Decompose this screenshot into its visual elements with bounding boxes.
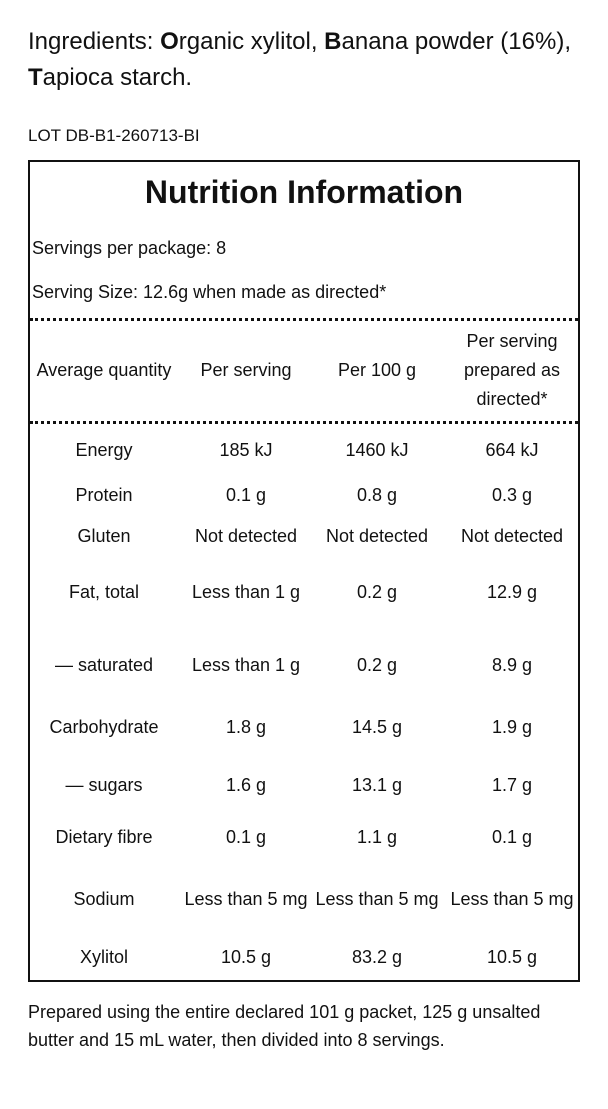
lot-number: LOT DB-B1-260713-BI (28, 126, 200, 145)
ingredient-initial: O (160, 28, 179, 55)
nutrient-value: Not detected (194, 525, 298, 546)
nutrition-panel: Nutrition Information Servings per packa… (28, 160, 580, 982)
nutrient-value: 8.9 g (491, 654, 533, 675)
serving-size: Serving Size: 12.6g when made as directe… (32, 282, 387, 302)
nutrient-value: 13.1 g (351, 774, 403, 795)
ingredient-name: apioca starch (42, 64, 186, 91)
nutrient-label: Sodium (73, 888, 135, 909)
nutrient-value: 1460 kJ (345, 439, 409, 460)
nutrient-value: 0.1 g (225, 484, 267, 505)
nutrient-value: Not detected (325, 525, 429, 546)
nutrient-value: Less than 5 mg (184, 888, 308, 909)
nutrient-value: 0.2 g (356, 654, 398, 675)
nutrient-label: Fat, total (68, 581, 140, 602)
nutrient-value: Less than 1 g (191, 654, 301, 675)
servings-per-package: Servings per package: 8 (32, 238, 227, 258)
divider (30, 421, 578, 424)
ingredient-name: rganic xylitol (178, 28, 311, 55)
nutrient-value: Less than 1 g (191, 581, 301, 602)
nutrient-value: 1.1 g (356, 826, 398, 847)
divider (30, 318, 578, 321)
nutrient-value: 1.9 g (491, 716, 533, 737)
nutrient-label: — sugars (65, 774, 143, 795)
nutrient-value: 0.1 g (225, 826, 267, 847)
preparation-footnote: Prepared using the entire declared 101 g… (28, 1002, 541, 1050)
panel-title: Nutrition Information (144, 174, 464, 210)
nutrient-value: 0.3 g (491, 484, 533, 505)
nutrient-value: Less than 5 mg (450, 888, 574, 909)
ingredient-separator: , (564, 28, 571, 55)
ingredients-statement: Ingredients: Organic xylitol, Banana pow… (28, 24, 588, 96)
column-header: Per serving prepared as directed* (463, 330, 561, 409)
nutrient-label: Protein (75, 484, 133, 505)
nutrient-value: Not detected (460, 525, 564, 546)
nutrient-value: 14.5 g (351, 716, 403, 737)
nutrient-value: 1.8 g (225, 716, 267, 737)
nutrient-label: Carbohydrate (49, 716, 159, 737)
ingredient-separator: . (185, 64, 193, 91)
nutrient-value: 10.5 g (486, 946, 538, 967)
nutrient-value: 0.1 g (491, 826, 533, 847)
ingredient-name: anana powder (16%) (341, 28, 565, 55)
ingredient-initial: T (28, 64, 43, 91)
nutrient-value: 10.5 g (220, 946, 272, 967)
nutrient-value: 1.6 g (225, 774, 267, 795)
nutrient-label: Xylitol (79, 946, 128, 967)
nutrient-value: 0.8 g (356, 484, 398, 505)
nutrient-value: 1.7 g (491, 774, 533, 795)
nutrient-value: 664 kJ (485, 439, 539, 460)
nutrient-value: 0.2 g (356, 581, 398, 602)
nutrient-label: Energy (75, 439, 133, 460)
column-header: Per 100 g (337, 359, 417, 380)
nutrient-value: 12.9 g (486, 581, 538, 602)
ingredients-label: Ingredients: (28, 28, 161, 55)
ingredient-separator: , (310, 28, 325, 55)
nutrient-label: Gluten (77, 525, 131, 546)
nutrient-value: Less than 5 mg (315, 888, 439, 909)
column-header: Per serving (200, 359, 292, 380)
nutrient-label: — saturated (54, 654, 154, 675)
ingredient-initial: B (324, 28, 342, 55)
nutrient-label: Dietary fibre (55, 826, 153, 847)
nutrient-value: 83.2 g (351, 946, 403, 967)
column-header: Average quantity (36, 359, 172, 380)
nutrient-value: 185 kJ (219, 439, 273, 460)
